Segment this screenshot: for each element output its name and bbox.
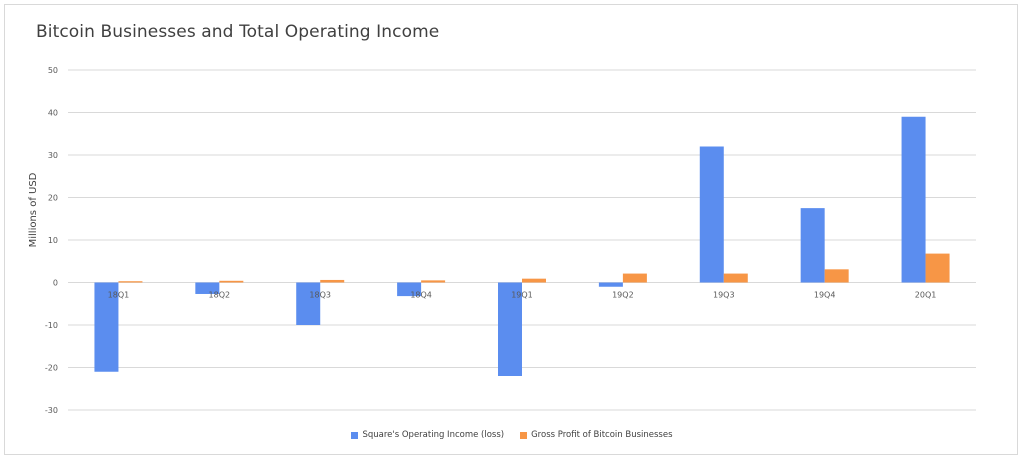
x-tick-label: 19Q3 [713, 291, 735, 300]
x-tick-label: 18Q3 [309, 291, 331, 300]
bar-bitcoin-gross-profit-18q3 [320, 279, 345, 283]
bar-operating-income-18q4 [397, 282, 422, 297]
bar-operating-income-18q2 [195, 282, 220, 294]
bar-bitcoin-gross-profit-18q2 [219, 280, 244, 283]
bar-bitcoin-gross-profit-18q4 [421, 280, 446, 283]
bar-operating-income-19q2 [598, 282, 623, 287]
x-tick-label: 19Q1 [511, 291, 533, 300]
legend-label-bitcoin-gross-profit: Gross Profit of Bitcoin Businesses [531, 430, 673, 440]
x-tick-label: 18Q1 [108, 291, 130, 300]
bar-bitcoin-gross-profit-19q1 [522, 278, 546, 283]
y-tick-label: -30 [45, 406, 58, 415]
bar-operating-income-19q3 [699, 146, 724, 283]
x-tick-label: 19Q2 [612, 291, 634, 300]
y-tick-label: 0 [53, 279, 58, 288]
bar-operating-income-18q1 [94, 282, 119, 372]
y-tick-label: 40 [48, 109, 58, 118]
x-tick-label: 19Q4 [814, 291, 836, 300]
bar-bitcoin-gross-profit-19q2 [622, 273, 647, 283]
bar-operating-income-18q3 [296, 282, 321, 325]
x-tick-label: 20Q1 [915, 291, 937, 300]
y-tick-label: 50 [48, 66, 58, 75]
bar-bitcoin-gross-profit-18q1 [118, 281, 143, 283]
bar-bitcoin-gross-profit-19q3 [723, 273, 748, 283]
y-axis-label: Millions of USD [28, 172, 39, 247]
bar-operating-income-20q1 [901, 116, 926, 283]
legend-label-operating-income: Square's Operating Income (loss) [362, 430, 505, 440]
x-tick-label: 18Q2 [209, 291, 231, 300]
y-tick-label: -20 [45, 364, 58, 373]
y-tick-label: 10 [48, 236, 58, 245]
y-tick-label: -10 [45, 321, 58, 330]
bar-bitcoin-gross-profit-20q1 [925, 253, 950, 283]
legend-swatch-bitcoin-gross-profit [520, 431, 528, 439]
bar-operating-income-19q4 [800, 208, 825, 283]
y-tick-label: 30 [48, 151, 58, 160]
chart-frame [4, 4, 1018, 455]
y-tick-label: 20 [48, 194, 58, 203]
x-tick-label: 18Q4 [410, 291, 432, 300]
bar-bitcoin-gross-profit-19q4 [824, 269, 849, 283]
legend-item-operating-income: Square's Operating Income (loss) [351, 430, 504, 440]
legend-item-bitcoin-gross-profit: Gross Profit of Bitcoin Businesses [520, 430, 673, 440]
bar-operating-income-19q1 [498, 282, 522, 376]
chart-title: Bitcoin Businesses and Total Operating I… [36, 22, 440, 42]
chart-legend: Square's Operating Income (loss) Gross P… [0, 430, 1024, 440]
legend-swatch-operating-income [351, 431, 359, 439]
